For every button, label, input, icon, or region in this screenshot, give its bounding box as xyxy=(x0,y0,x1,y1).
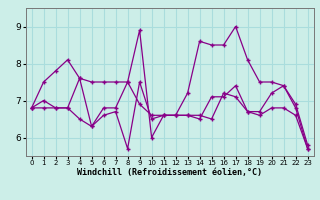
X-axis label: Windchill (Refroidissement éolien,°C): Windchill (Refroidissement éolien,°C) xyxy=(77,168,262,177)
